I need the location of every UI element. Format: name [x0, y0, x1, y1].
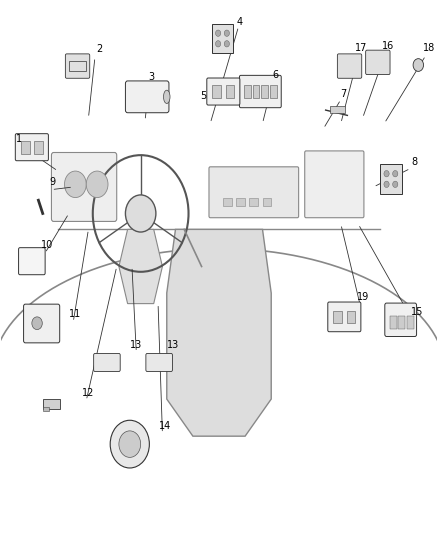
Bar [252, 85, 259, 98]
Text: 17: 17 [355, 43, 367, 53]
Circle shape [384, 171, 389, 177]
Bar [43, 407, 49, 411]
Circle shape [215, 41, 221, 47]
Text: 13: 13 [130, 340, 142, 350]
Text: 5: 5 [201, 91, 207, 101]
FancyBboxPatch shape [18, 248, 45, 274]
Bar [262, 198, 271, 206]
Bar [380, 165, 402, 193]
FancyBboxPatch shape [207, 78, 240, 105]
Bar [21, 141, 30, 154]
Text: 16: 16 [382, 41, 394, 51]
Text: 12: 12 [82, 387, 95, 398]
Text: 2: 2 [96, 44, 102, 54]
Bar [212, 25, 232, 52]
Circle shape [125, 195, 156, 232]
Bar [223, 198, 232, 206]
Text: 8: 8 [412, 157, 418, 166]
Text: 19: 19 [357, 292, 370, 302]
FancyBboxPatch shape [146, 353, 173, 372]
Bar [250, 198, 258, 206]
Bar [34, 141, 43, 154]
FancyBboxPatch shape [209, 167, 299, 217]
Bar [407, 316, 414, 329]
Text: 1: 1 [16, 134, 22, 144]
Circle shape [392, 171, 398, 177]
Circle shape [119, 431, 141, 457]
Text: 3: 3 [148, 71, 155, 82]
Text: 14: 14 [159, 421, 171, 431]
Bar [346, 311, 355, 323]
Circle shape [392, 181, 398, 188]
Circle shape [32, 317, 42, 329]
Text: 6: 6 [272, 70, 279, 79]
Circle shape [110, 420, 149, 468]
FancyBboxPatch shape [305, 151, 364, 217]
Bar [212, 85, 221, 98]
Bar [212, 24, 233, 53]
Text: 9: 9 [49, 176, 56, 187]
Bar [330, 107, 345, 113]
Bar [389, 316, 396, 329]
Text: 7: 7 [340, 89, 346, 99]
Text: 11: 11 [69, 309, 81, 319]
Text: 13: 13 [167, 340, 180, 350]
Text: 4: 4 [237, 17, 243, 27]
Bar [244, 85, 251, 98]
Bar [398, 316, 405, 329]
Text: 10: 10 [41, 240, 53, 251]
Bar [237, 198, 245, 206]
Polygon shape [119, 229, 162, 304]
Circle shape [215, 30, 221, 36]
FancyBboxPatch shape [65, 54, 90, 78]
Circle shape [413, 59, 424, 71]
FancyBboxPatch shape [328, 302, 361, 332]
Circle shape [384, 181, 389, 188]
Text: 15: 15 [411, 306, 423, 317]
Circle shape [86, 171, 108, 198]
FancyBboxPatch shape [51, 152, 117, 221]
Bar [43, 399, 60, 409]
FancyBboxPatch shape [240, 75, 281, 108]
FancyBboxPatch shape [125, 81, 169, 113]
FancyBboxPatch shape [24, 304, 60, 343]
Circle shape [224, 41, 230, 47]
FancyBboxPatch shape [366, 50, 390, 75]
Polygon shape [167, 229, 271, 436]
Bar [261, 85, 268, 98]
Bar [270, 85, 277, 98]
Circle shape [224, 30, 230, 36]
FancyBboxPatch shape [15, 134, 48, 161]
FancyBboxPatch shape [337, 54, 362, 78]
Circle shape [64, 171, 86, 198]
FancyBboxPatch shape [94, 353, 120, 372]
Text: 18: 18 [423, 43, 435, 53]
FancyBboxPatch shape [385, 303, 417, 336]
Ellipse shape [163, 90, 170, 103]
Bar [333, 311, 342, 323]
Bar [69, 61, 86, 71]
Bar [226, 85, 234, 98]
